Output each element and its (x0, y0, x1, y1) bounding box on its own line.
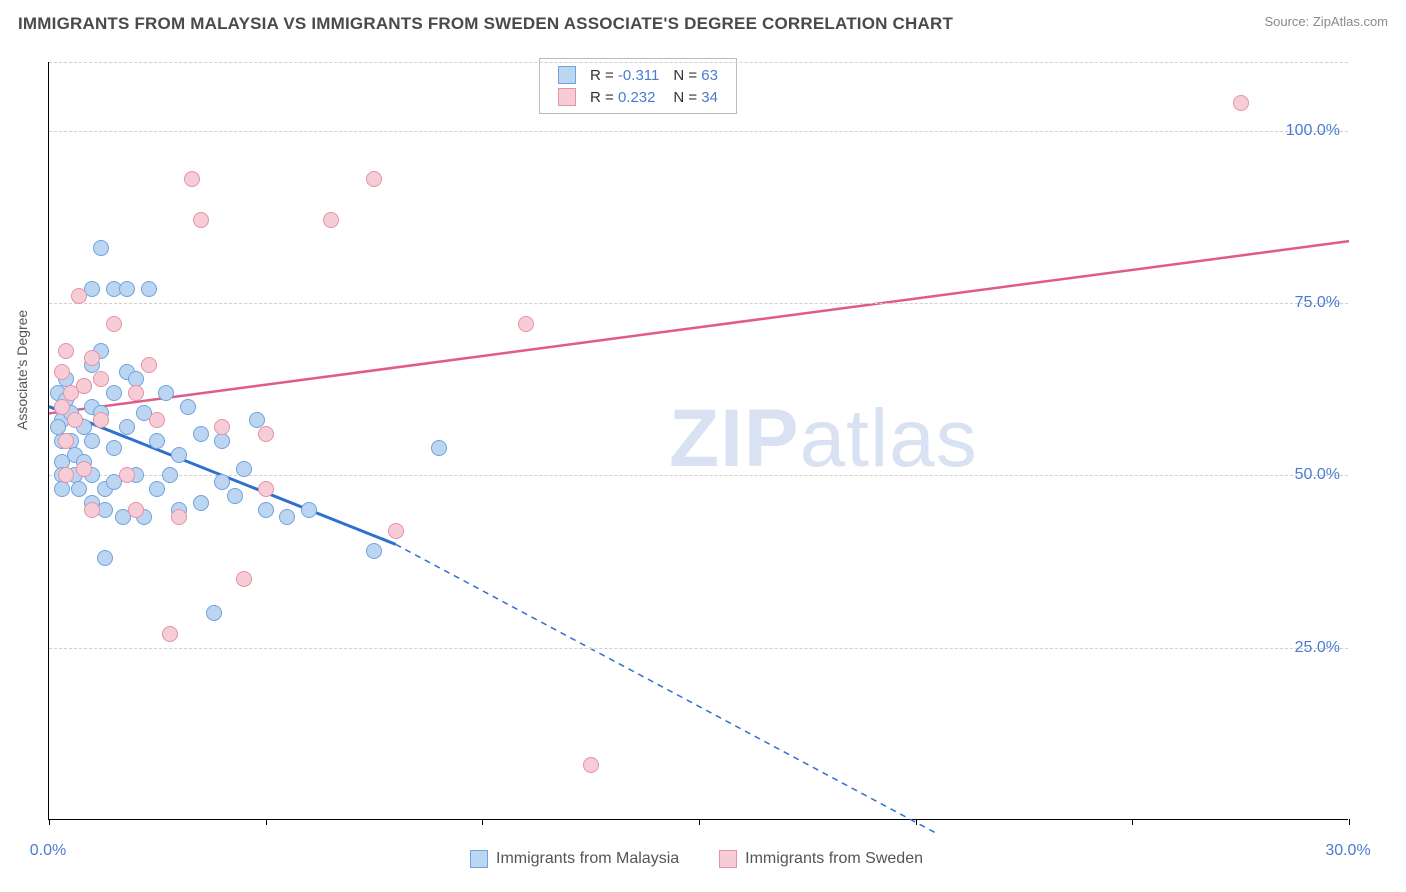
x-tick (482, 819, 483, 825)
chart-svg (49, 62, 1349, 820)
point-malaysia (71, 481, 87, 497)
point-malaysia (193, 495, 209, 511)
regression-line (396, 544, 938, 833)
point-malaysia (171, 447, 187, 463)
x-tick (1349, 819, 1350, 825)
point-malaysia (162, 467, 178, 483)
point-malaysia (206, 605, 222, 621)
point-malaysia (431, 440, 447, 456)
y-tick-label: 100.0% (1286, 122, 1340, 140)
point-sweden (71, 288, 87, 304)
point-malaysia (279, 509, 295, 525)
point-sweden (119, 467, 135, 483)
chart-title: IMMIGRANTS FROM MALAYSIA VS IMMIGRANTS F… (18, 14, 953, 34)
gridline (49, 648, 1348, 649)
swatch-malaysia (558, 66, 576, 84)
point-sweden (58, 433, 74, 449)
x-tick (699, 819, 700, 825)
x-tick (1132, 819, 1133, 825)
legend-item-sweden: Immigrants from Sweden (719, 850, 923, 868)
x-tick (266, 819, 267, 825)
point-sweden (128, 502, 144, 518)
point-malaysia (227, 488, 243, 504)
point-sweden (76, 461, 92, 477)
point-sweden (141, 357, 157, 373)
point-malaysia (106, 440, 122, 456)
swatch-sweden-bottom (719, 850, 737, 868)
point-sweden (93, 371, 109, 387)
y-tick-label: 75.0% (1295, 294, 1340, 312)
point-sweden (76, 378, 92, 394)
point-sweden (1233, 95, 1249, 111)
point-sweden (214, 419, 230, 435)
correlation-legend: R = -0.311 N = 63 R = 0.232 N = 34 (539, 58, 737, 114)
point-sweden (236, 571, 252, 587)
point-sweden (518, 316, 534, 332)
point-sweden (84, 350, 100, 366)
point-sweden (149, 412, 165, 428)
point-sweden (128, 385, 144, 401)
point-sweden (388, 523, 404, 539)
point-sweden (54, 399, 70, 415)
point-sweden (58, 343, 74, 359)
point-sweden (58, 467, 74, 483)
point-malaysia (141, 281, 157, 297)
point-sweden (323, 212, 339, 228)
gridline (49, 131, 1348, 132)
point-malaysia (158, 385, 174, 401)
legend-item-malaysia: Immigrants from Malaysia (470, 850, 679, 868)
y-axis-label: Associate's Degree (14, 310, 30, 430)
legend-row-malaysia: R = -0.311 N = 63 (552, 65, 724, 85)
point-malaysia (193, 426, 209, 442)
point-malaysia (84, 433, 100, 449)
point-sweden (193, 212, 209, 228)
point-malaysia (301, 502, 317, 518)
point-malaysia (236, 461, 252, 477)
point-malaysia (106, 385, 122, 401)
legend-row-sweden: R = 0.232 N = 34 (552, 87, 724, 107)
point-sweden (106, 316, 122, 332)
point-malaysia (149, 481, 165, 497)
point-sweden (162, 626, 178, 642)
point-malaysia (97, 550, 113, 566)
point-malaysia (366, 543, 382, 559)
gridline (49, 303, 1348, 304)
point-sweden (366, 171, 382, 187)
legend-label: Immigrants from Malaysia (496, 850, 679, 868)
x-tick (916, 819, 917, 825)
source-label: Source: ZipAtlas.com (1264, 14, 1388, 29)
point-malaysia (180, 399, 196, 415)
point-malaysia (214, 433, 230, 449)
point-malaysia (149, 433, 165, 449)
legend-label: Immigrants from Sweden (745, 850, 923, 868)
point-sweden (84, 502, 100, 518)
point-malaysia (214, 474, 230, 490)
point-malaysia (93, 240, 109, 256)
point-sweden (93, 412, 109, 428)
series-legend: Immigrants from Malaysia Immigrants from… (470, 850, 923, 868)
point-malaysia (119, 281, 135, 297)
x-tick (49, 819, 50, 825)
y-tick-label: 25.0% (1295, 639, 1340, 657)
point-sweden (184, 171, 200, 187)
point-sweden (67, 412, 83, 428)
y-tick-label: 50.0% (1295, 466, 1340, 484)
point-sweden (258, 481, 274, 497)
plot-area: ZIPatlas R = -0.311 N = 63 R = 0.232 N =… (48, 62, 1348, 820)
x-tick-label: 30.0% (1325, 842, 1370, 860)
point-sweden (54, 364, 70, 380)
point-sweden (171, 509, 187, 525)
point-malaysia (119, 419, 135, 435)
gridline (49, 62, 1348, 63)
point-malaysia (54, 481, 70, 497)
regression-line (49, 241, 1349, 413)
x-tick-label: 0.0% (30, 842, 66, 860)
swatch-malaysia-bottom (470, 850, 488, 868)
point-sweden (258, 426, 274, 442)
point-sweden (583, 757, 599, 773)
point-malaysia (258, 502, 274, 518)
swatch-sweden (558, 88, 576, 106)
